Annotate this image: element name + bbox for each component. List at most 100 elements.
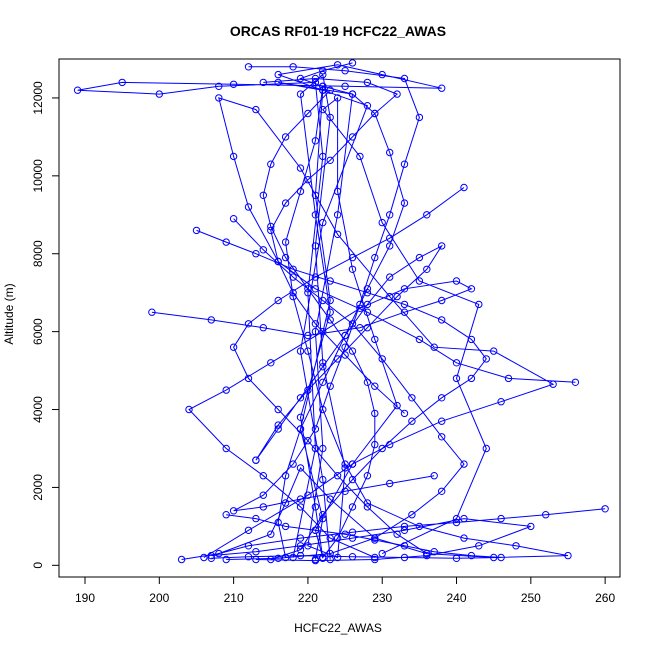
data-point bbox=[333, 230, 342, 239]
data-point bbox=[244, 63, 253, 71]
series-line bbox=[233, 66, 435, 512]
data-point bbox=[289, 265, 297, 273]
y-tick-label: 10000 bbox=[31, 159, 45, 193]
data-point bbox=[259, 503, 267, 511]
data-point bbox=[386, 479, 394, 488]
y-tick-label: 0 bbox=[31, 562, 45, 569]
data-point bbox=[438, 433, 446, 441]
data-point bbox=[326, 382, 334, 390]
data-point bbox=[274, 425, 282, 433]
data-point bbox=[326, 296, 334, 305]
x-tick-label: 190 bbox=[75, 591, 95, 605]
data-point bbox=[296, 495, 305, 503]
data-point bbox=[393, 90, 401, 98]
data-point bbox=[259, 472, 267, 480]
data-point bbox=[207, 551, 216, 560]
data-point bbox=[281, 472, 290, 480]
data-point bbox=[148, 308, 156, 316]
series-line bbox=[211, 514, 502, 559]
data-point bbox=[400, 199, 409, 207]
x-tick-label: 200 bbox=[149, 591, 169, 605]
data-point bbox=[475, 542, 483, 550]
data-point bbox=[326, 113, 334, 122]
data-point bbox=[438, 417, 446, 425]
data-point bbox=[333, 94, 342, 102]
data-point bbox=[378, 218, 386, 227]
data-point bbox=[542, 511, 550, 519]
data-point bbox=[371, 382, 379, 390]
data-point bbox=[215, 82, 223, 91]
data-point bbox=[348, 475, 357, 484]
data-point bbox=[267, 530, 275, 538]
data-point bbox=[348, 265, 357, 273]
data-point bbox=[319, 296, 327, 305]
data-point bbox=[222, 555, 230, 564]
data-series bbox=[200, 94, 580, 562]
data-point bbox=[333, 553, 342, 562]
data-point bbox=[527, 522, 535, 531]
data-point bbox=[252, 514, 260, 523]
data-point bbox=[333, 472, 342, 480]
data-point bbox=[326, 86, 334, 94]
data-point bbox=[452, 277, 461, 285]
data-point bbox=[363, 324, 372, 332]
data-point bbox=[289, 460, 297, 468]
data-point bbox=[393, 530, 401, 538]
data-point bbox=[274, 405, 282, 414]
data-point bbox=[415, 335, 424, 344]
data-point bbox=[423, 265, 431, 273]
data-point bbox=[341, 82, 349, 91]
data-point bbox=[244, 542, 253, 550]
data-point bbox=[400, 74, 409, 83]
data-point bbox=[363, 102, 372, 110]
data-point bbox=[229, 343, 238, 351]
data-point bbox=[386, 148, 394, 157]
data-point bbox=[363, 308, 372, 316]
data-point bbox=[393, 401, 401, 410]
data-point bbox=[311, 211, 320, 219]
data-point bbox=[296, 90, 305, 98]
data-point bbox=[408, 511, 416, 519]
y-tick-label: 4000 bbox=[31, 396, 45, 423]
data-point bbox=[304, 542, 312, 550]
data-point bbox=[348, 553, 357, 561]
data-point bbox=[311, 425, 320, 433]
data-point bbox=[452, 518, 461, 527]
data-point bbox=[438, 394, 446, 402]
data-point bbox=[311, 137, 320, 145]
data-point bbox=[363, 285, 372, 293]
data-point bbox=[400, 542, 409, 550]
data-point bbox=[281, 522, 290, 531]
data-point bbox=[333, 211, 342, 219]
data-point bbox=[244, 320, 253, 328]
data-point bbox=[549, 380, 557, 388]
data-point bbox=[274, 421, 282, 429]
data-point bbox=[304, 347, 312, 355]
data-point bbox=[244, 374, 253, 383]
data-point bbox=[311, 526, 320, 534]
data-point bbox=[229, 152, 238, 161]
data-point bbox=[200, 553, 208, 562]
data-point bbox=[386, 234, 394, 242]
data-point bbox=[408, 394, 416, 402]
series-line bbox=[263, 77, 405, 414]
data-point bbox=[215, 549, 223, 558]
data-point bbox=[304, 109, 312, 118]
data-point bbox=[571, 378, 580, 386]
data-point bbox=[319, 475, 327, 484]
data-point bbox=[348, 59, 357, 67]
data-point bbox=[289, 289, 297, 297]
data-point bbox=[400, 300, 409, 309]
data-point bbox=[304, 331, 312, 340]
data-point bbox=[438, 316, 446, 324]
data-point bbox=[244, 553, 253, 561]
data-point bbox=[311, 74, 320, 83]
x-tick-label: 220 bbox=[298, 591, 318, 605]
data-point bbox=[348, 460, 357, 468]
data-point bbox=[311, 556, 320, 565]
data-point bbox=[497, 398, 505, 406]
data-point bbox=[326, 277, 334, 285]
data-point bbox=[400, 522, 409, 531]
data-point bbox=[363, 300, 372, 309]
data-point bbox=[460, 183, 468, 192]
